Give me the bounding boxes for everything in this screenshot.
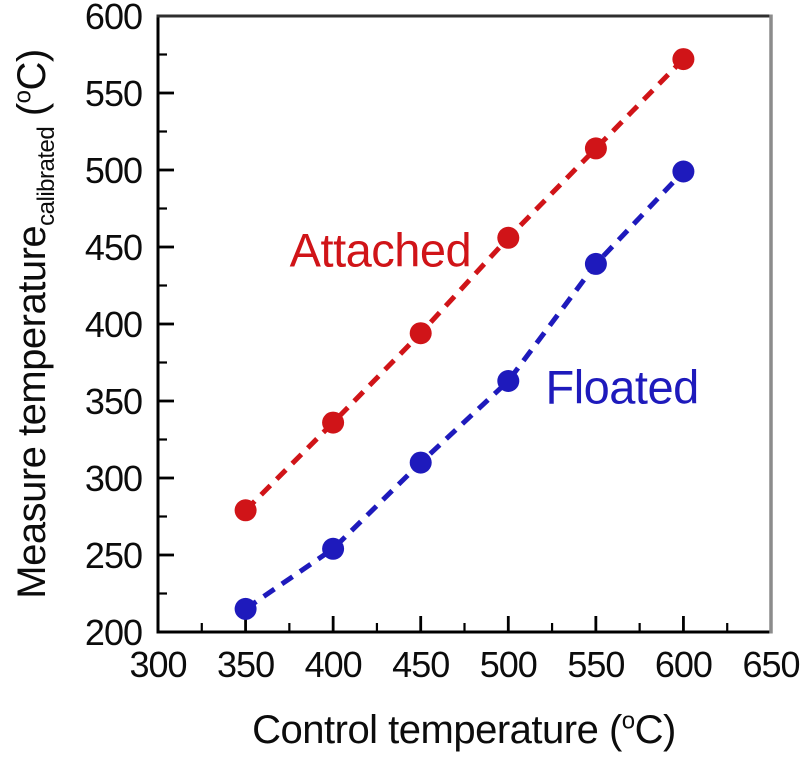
x-tick-label: 500 [480,644,537,685]
x-axis-title-text: Control temperature [252,708,599,752]
y-axis-unit-open: ( [10,103,54,127]
x-tick-label: 550 [567,644,624,685]
x-tick-label: 450 [392,644,449,685]
data-point-attached [497,226,520,249]
y-tick-label: 200 [85,612,142,653]
x-tick-label: 650 [742,644,799,685]
y-axis-title-subscript: calibrated [33,126,60,226]
x-axis-unit-open: ( [598,708,622,752]
data-point-floated [234,597,257,620]
x-tick-label: 350 [217,644,274,685]
y-tick-label: 350 [85,381,142,422]
data-point-floated [322,537,345,560]
data-point-attached [234,499,257,522]
y-axis-unit-close: C) [10,49,54,91]
y-tick-label: 500 [85,150,142,191]
y-axis-degree-superscript: o [9,90,37,104]
y-tick-label: 550 [85,73,142,114]
y-tick-label: 250 [85,535,142,576]
x-axis-unit-close: C) [634,708,677,752]
x-tick-label: 600 [655,644,712,685]
data-point-attached [409,322,432,345]
x-tick-label: 300 [129,644,186,685]
data-point-attached [322,411,345,434]
data-point-floated [497,370,520,392]
x-axis-title: Control temperature (oC) [252,707,677,752]
data-point-floated [672,160,695,183]
series-line-attached [243,57,686,513]
y-tick-label: 300 [85,458,142,499]
y-tick-label: 600 [85,0,142,37]
data-point-attached [672,48,695,71]
x-tick-label: 400 [305,644,362,685]
series-line-floated [244,169,686,611]
data-point-floated [409,451,432,474]
y-tick-label: 400 [85,304,142,345]
series-label-floated: Floated [545,360,699,414]
y-axis-title: Measure temperaturecalibrated (oC) [9,49,60,599]
y-tick-label: 450 [85,227,142,268]
data-point-attached [584,137,607,160]
x-axis-degree-superscript: o [621,707,635,735]
series-label-attached: Attached [289,223,472,277]
data-point-floated [584,252,607,275]
y-axis-title-text: Measure temperature [10,225,54,599]
